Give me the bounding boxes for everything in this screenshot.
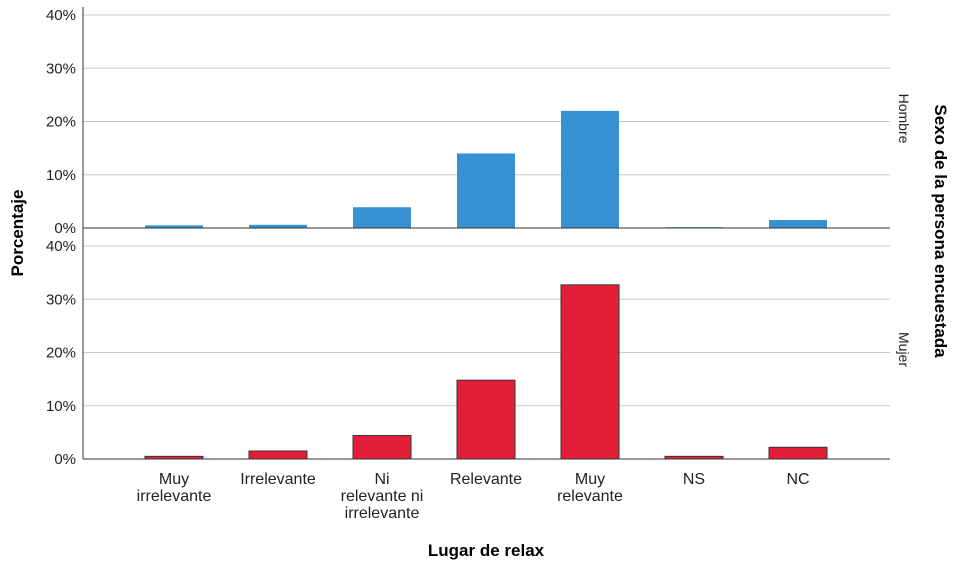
bar-mujer-irrelevante (248, 450, 308, 460)
chart-panels: 0% 10% 20% 30% 40% Hombre 0% 10% 20% 30% 40% Mujer (46, 7, 912, 468)
y-tick-label: 0% (54, 220, 76, 237)
x-tick-label: Irrelevante (240, 471, 316, 488)
panel-hombre: 0% 10% 20% 30% 40% Hombre (46, 7, 912, 237)
panel-label: Mujer (896, 332, 912, 367)
bar-hombre-irrelevante (249, 224, 307, 228)
bar-mujer-muy-relevante (560, 284, 620, 460)
y-tick-label: 30% (46, 291, 76, 308)
bar-hombre-muy-irrelevante (145, 225, 203, 228)
bar-hombre-muy-relevante (561, 110, 619, 228)
y-tick-label: 10% (46, 167, 76, 184)
bar-mujer-relevante (456, 379, 516, 460)
panel-label: Hombre (896, 94, 912, 144)
x-tick-label: NS (683, 471, 705, 488)
y-tick-label: 10% (46, 398, 76, 415)
x-tick-label: Muy irrelevante (137, 471, 212, 505)
x-tick-label: NC (786, 471, 809, 488)
y-tick-label: 20% (46, 114, 76, 131)
bar-mujer-nc (768, 446, 828, 460)
y-tick-label: 30% (46, 60, 76, 77)
panel-mujer: 0% 10% 20% 30% 40% Mujer (46, 238, 912, 468)
bar-hombre-relevante (457, 153, 515, 228)
category-labels: Muy irrelevante Irrelevante Ni relevante ni i… (137, 471, 810, 522)
x-tick-label: Muy relevante (557, 471, 623, 505)
y-axis-title: Porcentaje (8, 190, 27, 277)
x-axis-title: Lugar de relax (428, 541, 545, 560)
y-tick-label: 20% (46, 345, 76, 362)
y-tick-label: 40% (46, 238, 76, 255)
x-tick-label: Ni relevante ni irrelevante (341, 471, 424, 522)
facet-axis-title: Sexo de la persona encuestada (931, 104, 950, 358)
x-tick-label: Relevante (450, 471, 522, 488)
bar-hombre-ni-relevante-ni-irrelevante (353, 207, 411, 228)
bar-mujer-ni-relevante-ni-irrelevante (352, 435, 412, 460)
y-tick-label: 0% (54, 451, 76, 468)
y-tick-label: 40% (46, 7, 76, 24)
bar-hombre-nc (769, 220, 827, 228)
